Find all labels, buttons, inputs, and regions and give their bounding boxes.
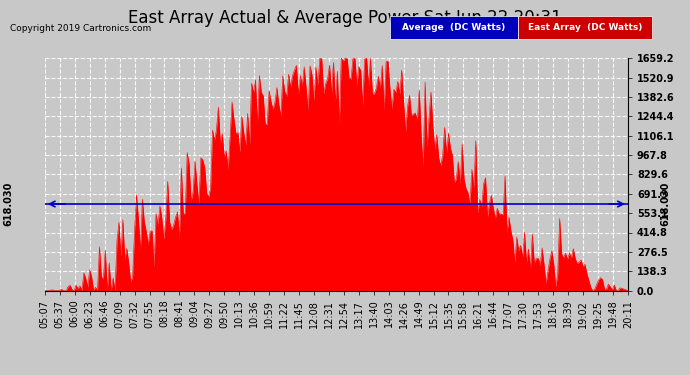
Text: 618.030: 618.030 (3, 182, 13, 226)
Text: Average  (DC Watts): Average (DC Watts) (402, 23, 505, 32)
Text: East Array  (DC Watts): East Array (DC Watts) (528, 23, 642, 32)
Text: Copyright 2019 Cartronics.com: Copyright 2019 Cartronics.com (10, 24, 152, 33)
Text: 618.030: 618.030 (661, 182, 671, 226)
Text: East Array Actual & Average Power Sat Jun 22 20:31: East Array Actual & Average Power Sat Ju… (128, 9, 562, 27)
